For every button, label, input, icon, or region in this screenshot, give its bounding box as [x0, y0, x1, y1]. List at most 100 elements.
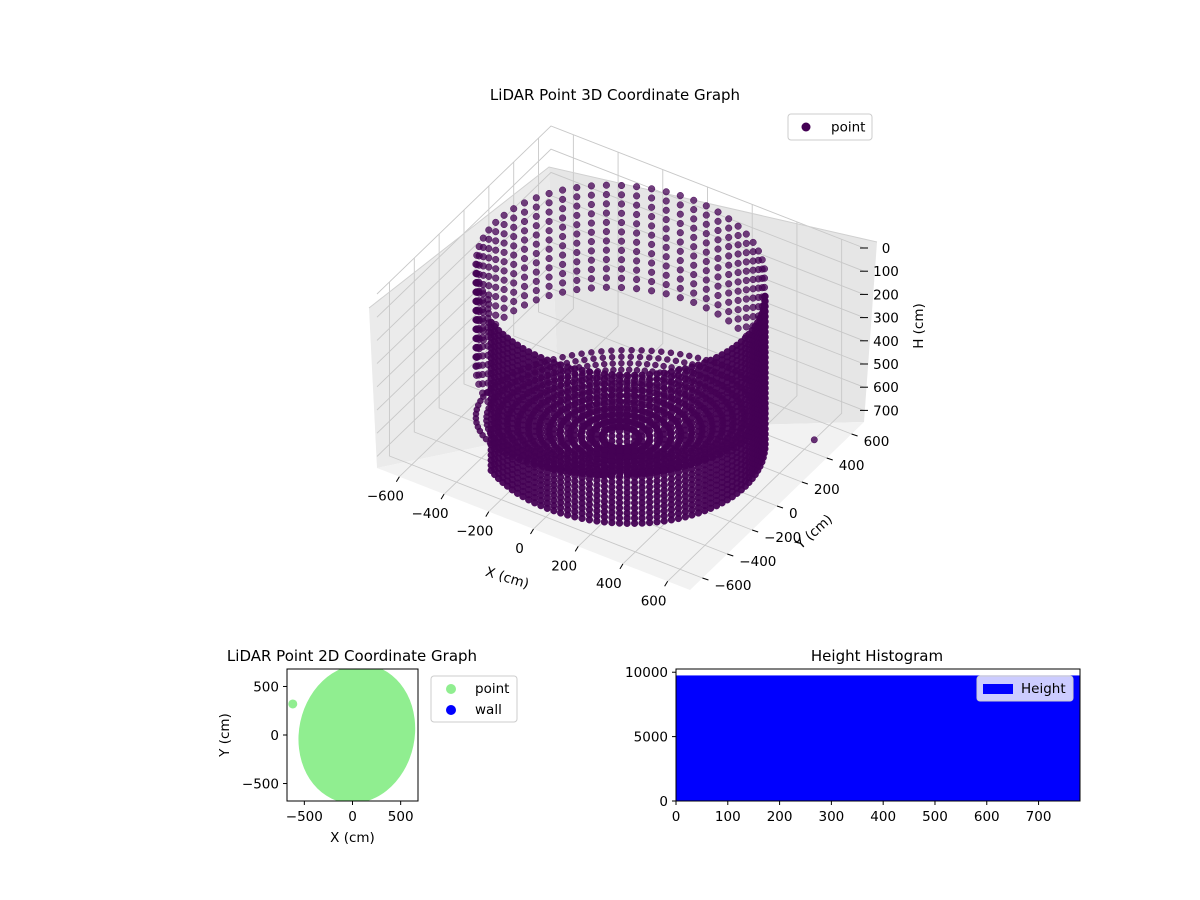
point-marker — [545, 292, 553, 300]
point-marker — [545, 254, 553, 263]
point-marker — [662, 243, 670, 251]
point-marker — [475, 278, 483, 286]
point-marker — [510, 233, 518, 241]
point-marker — [648, 250, 656, 258]
y-tick-3d — [826, 457, 833, 461]
z-tick-label-3d: 200 — [873, 287, 899, 303]
point-marker — [676, 275, 684, 283]
point-marker — [734, 278, 742, 286]
point-marker — [648, 203, 656, 211]
point-marker — [479, 287, 487, 295]
x-tick-label-2d: 500 — [388, 809, 414, 825]
point-marker — [520, 273, 529, 281]
point-marker — [532, 231, 540, 239]
point-marker — [617, 237, 626, 245]
point-marker — [602, 200, 610, 208]
x-axis-label-3d: X (cm) — [483, 564, 530, 592]
point-marker — [559, 242, 567, 250]
point-marker — [690, 252, 698, 260]
point-marker — [602, 218, 610, 226]
point-marker — [573, 211, 581, 219]
point-marker — [681, 513, 689, 521]
x-tick-label-3d: −200 — [456, 524, 493, 540]
point-marker — [702, 248, 710, 256]
point-marker — [633, 266, 641, 274]
point-marker — [633, 257, 641, 265]
point-marker — [492, 255, 500, 264]
point-marker — [623, 519, 631, 527]
point-marker — [492, 265, 500, 273]
point-marker — [492, 274, 500, 282]
point-marker — [761, 440, 769, 448]
point-marker — [734, 222, 742, 230]
point-marker — [714, 254, 722, 262]
point-marker — [532, 296, 540, 304]
point-marker — [702, 267, 710, 275]
point-marker — [694, 509, 703, 517]
point-marker — [587, 275, 595, 283]
legend-3d-frame — [787, 113, 873, 141]
point-marker — [532, 259, 540, 267]
point-marker — [545, 245, 553, 253]
point-marker — [648, 194, 656, 202]
point-marker — [609, 360, 616, 367]
legend-histogram-frame — [976, 675, 1074, 702]
point-marker — [714, 310, 722, 318]
point-marker — [578, 514, 586, 523]
x-tick-3d — [664, 581, 669, 587]
point-marker — [702, 211, 710, 219]
point-marker — [725, 317, 733, 325]
point-marker — [532, 194, 540, 202]
point-marker — [749, 275, 757, 284]
pane-top-edge — [368, 166, 878, 309]
point-marker — [714, 264, 722, 272]
point-marker — [690, 206, 698, 214]
x-tick-label-histogram: 300 — [818, 809, 844, 825]
point-marker — [598, 348, 605, 355]
point-marker — [688, 511, 696, 519]
point-marker — [602, 209, 610, 217]
x-tick-label-histogram: 500 — [922, 809, 948, 825]
point-marker — [725, 233, 733, 241]
x-tick-label-3d: −400 — [412, 506, 449, 522]
point-marker — [652, 361, 659, 369]
point-marker — [587, 238, 595, 246]
legend-3d-marker — [801, 122, 811, 132]
point-marker — [500, 248, 508, 256]
point-marker — [617, 181, 626, 190]
x-tick-3d — [574, 546, 579, 552]
point-marker — [500, 285, 508, 294]
chart-histogram: Height Histogram 0 100 200 300 400 500 600 7000… — [625, 647, 1081, 825]
point-marker — [572, 358, 579, 365]
x-tick-label-histogram: 0 — [672, 809, 681, 825]
point-marker — [627, 353, 635, 361]
point-marker — [725, 308, 733, 316]
point-marker — [578, 350, 585, 357]
point-marker — [725, 261, 733, 269]
legend-3d: point — [787, 113, 873, 141]
point-cloud-2d — [298, 669, 416, 801]
point-marker — [587, 256, 595, 264]
x-tick-3d — [530, 528, 534, 535]
point-marker — [734, 287, 742, 295]
point-marker — [602, 265, 610, 273]
point-marker — [702, 202, 710, 210]
point-marker — [559, 205, 567, 213]
point-marker — [648, 347, 655, 355]
point-marker — [618, 347, 625, 354]
point-marker — [690, 215, 698, 223]
y-tick-3d — [751, 529, 759, 533]
point-marker — [585, 516, 594, 524]
point-marker — [626, 360, 634, 367]
point-marker — [545, 208, 553, 216]
point-marker — [587, 219, 595, 227]
point-marker — [749, 238, 757, 246]
point-marker — [573, 193, 581, 201]
point-marker — [694, 354, 702, 362]
grid-line-x — [667, 239, 843, 582]
x-axis-label-2d: X (cm) — [330, 830, 375, 846]
z-tick-label-3d: 100 — [873, 264, 899, 280]
y-tick-label-histogram: 10000 — [625, 665, 668, 681]
x-tick-label-histogram: 100 — [715, 809, 741, 825]
point-marker — [545, 264, 553, 272]
